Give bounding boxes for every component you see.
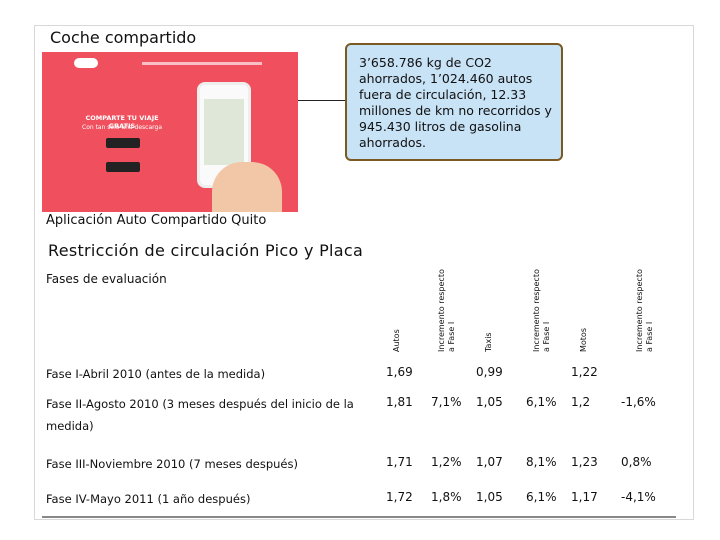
column-header: Incremento respecto a Fase I — [634, 269, 654, 352]
table-cell: -1,6% — [621, 395, 656, 409]
table-cell: 1,17 — [571, 490, 598, 504]
table-cell: 1,2% — [431, 455, 462, 469]
table-cell: 7,1% — [431, 395, 462, 409]
column-header: Incremento respecto a Fase I — [531, 269, 551, 352]
table-cell: 1,23 — [571, 455, 598, 469]
column-header: Incremento respecto a Fase I — [436, 269, 456, 352]
column-header: Autos — [391, 329, 401, 352]
section-title: Restricción de circulación Pico y Placa — [48, 241, 364, 260]
table-cell: 1,69 — [386, 365, 413, 379]
app-screenshot: COMPARTE TU VIAJE GRATIS Con tan solo un… — [42, 52, 298, 212]
table-cell: 0,99 — [476, 365, 503, 379]
table-cell: 6,1% — [526, 490, 557, 504]
table-cell: 1,2 — [571, 395, 591, 409]
store-badge — [106, 138, 140, 148]
table-cell: 1,05 — [476, 395, 503, 409]
table-corner: Fases de evaluación — [46, 272, 167, 286]
table-row: Fase I-Abril 2010 (antes de la medida) 1,… — [42, 355, 676, 385]
hand — [212, 162, 282, 212]
table-row: Fase IV-Mayo 2011 (1 año después) 1,72 1,8… — [42, 480, 676, 515]
table-cell: 8,1% — [526, 455, 557, 469]
table-cell: 1,8% — [431, 490, 462, 504]
table-cell: 6,1% — [526, 395, 557, 409]
image-caption: Aplicación Auto Compartido Quito — [46, 213, 267, 228]
slide-frame — [34, 25, 694, 520]
callout-pointer — [298, 100, 345, 101]
phone-map — [204, 99, 244, 165]
table-row: Fase III-Noviembre 2010 (7 meses después… — [42, 445, 676, 480]
phone — [197, 82, 251, 188]
nav-bar — [142, 62, 262, 65]
row-label: Fase II-Agosto 2010 (3 meses después del… — [46, 397, 354, 433]
table-cell: 0,8% — [621, 455, 652, 469]
logo — [74, 58, 98, 68]
table-cell: -4,1% — [621, 490, 656, 504]
table-cell: 1,72 — [386, 490, 413, 504]
row-label: Fase IV-Mayo 2011 (1 año después) — [46, 492, 251, 506]
column-header: Taxis — [484, 332, 493, 352]
slide-title: Coche compartido — [50, 28, 197, 47]
callout: 3’658.786 kg de CO2 ahorrados, 1’024.460… — [345, 43, 563, 161]
table-cell: 1,81 — [386, 395, 413, 409]
table-cell: 1,22 — [571, 365, 598, 379]
app-subline: Con tan solo una descarga — [82, 124, 162, 131]
column-header: Motos — [579, 328, 588, 352]
table-cell: 1,71 — [386, 455, 413, 469]
row-label: Fase III-Noviembre 2010 (7 meses después… — [46, 457, 298, 471]
table-bottom-rule — [42, 516, 676, 518]
app-headline: COMPARTE TU VIAJE GRATIS — [85, 114, 159, 130]
row-label: Fase I-Abril 2010 (antes de la medida) — [46, 367, 266, 381]
table-cell: 1,07 — [476, 455, 503, 469]
table-row: Fase II-Agosto 2010 (3 meses después del… — [42, 385, 676, 445]
store-badge — [106, 162, 140, 172]
table-cell: 1,05 — [476, 490, 503, 504]
